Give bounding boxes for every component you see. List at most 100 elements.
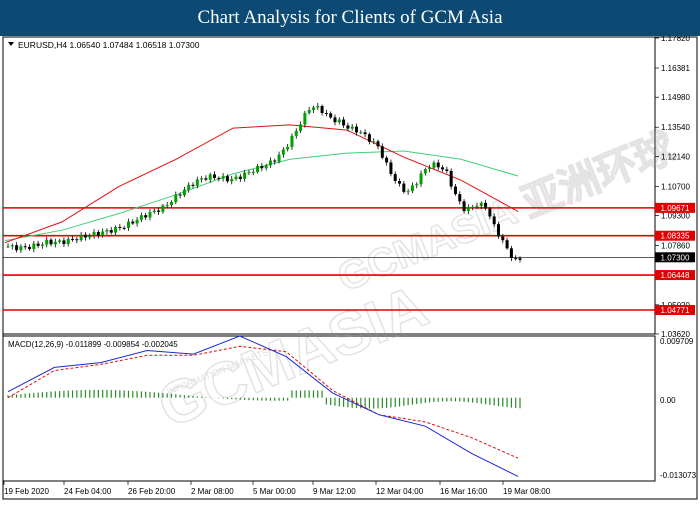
dropdown-arrow-icon[interactable] xyxy=(8,42,14,46)
current-price-label: 1.07300 xyxy=(661,253,690,262)
candle-body xyxy=(518,258,522,260)
candle-body xyxy=(28,246,32,250)
candle-body xyxy=(505,240,509,249)
level-tag xyxy=(655,202,695,213)
current-price-tag xyxy=(655,252,695,263)
price-tick-label: 1.07860 xyxy=(661,242,690,251)
candle-body xyxy=(372,141,376,143)
candle-body xyxy=(79,234,83,241)
level-label: 1.04771 xyxy=(661,306,690,315)
candle-body xyxy=(15,245,19,251)
candle-body xyxy=(462,201,466,212)
price-pane[interactable] xyxy=(2,36,656,335)
candle-body xyxy=(475,205,479,207)
candle-body xyxy=(320,105,324,113)
candle-body xyxy=(311,107,315,110)
candle-body xyxy=(441,167,445,170)
level-tag xyxy=(655,305,695,316)
candle-body xyxy=(410,185,414,192)
candle-body xyxy=(367,134,371,142)
candle-body xyxy=(101,231,105,236)
candle-body xyxy=(139,215,143,220)
candle-body xyxy=(238,176,242,180)
macd-pane[interactable] xyxy=(2,335,656,482)
candle-body xyxy=(152,210,156,212)
price-tick-label: 1.12140 xyxy=(661,152,690,161)
candle-body xyxy=(204,178,208,180)
candle-body xyxy=(380,146,384,158)
candle-body xyxy=(471,206,475,208)
candle-body xyxy=(419,173,423,185)
macd-main-line xyxy=(7,335,519,477)
chart-frame: GCMASIA GCMASIA 亚洲环球 INFORMATION MARKETS… xyxy=(0,34,700,500)
candle-body xyxy=(286,146,290,150)
candle-body xyxy=(83,234,87,238)
level-label: 1.06448 xyxy=(661,271,690,280)
candle-body xyxy=(359,132,363,134)
candle-body xyxy=(402,183,406,192)
candle-body xyxy=(122,227,126,229)
candle-body xyxy=(277,154,281,162)
candle-body xyxy=(294,130,298,136)
macd-axis: 0.009709 0.00 -0.013073 xyxy=(660,337,697,480)
candle-body xyxy=(385,157,389,163)
candle-body xyxy=(329,113,333,118)
level-tag xyxy=(655,230,695,241)
support-resistance-levels: 1.09671 1.08335 1.06448 1.04771 xyxy=(3,202,695,316)
candle-body xyxy=(290,135,294,147)
candle-body xyxy=(105,230,109,232)
candle-body xyxy=(428,167,432,170)
moving-average-fast xyxy=(4,124,519,244)
candle-body xyxy=(514,258,518,260)
candle-body xyxy=(19,246,23,251)
candle-body xyxy=(389,162,393,174)
candle-body xyxy=(350,126,354,129)
candle-body xyxy=(161,205,165,212)
price-tick-label: 1.09300 xyxy=(661,212,690,221)
candle-body xyxy=(71,238,75,240)
candle-body xyxy=(182,189,186,196)
candle-body xyxy=(187,184,191,190)
candle-body xyxy=(260,165,264,169)
candle-body xyxy=(165,205,169,207)
candle-body xyxy=(488,208,492,217)
candle-body xyxy=(62,240,66,245)
candle-body xyxy=(436,162,440,168)
candle-body xyxy=(157,210,161,212)
candle-body xyxy=(501,236,505,241)
candle-body xyxy=(243,172,247,180)
time-tick-label: 2 Mar 08:00 xyxy=(191,487,234,496)
candle-body xyxy=(484,202,488,209)
macd-label: MACD(12,26,9) -0.011899 -0.009854 -0.002… xyxy=(8,340,178,349)
candle-body xyxy=(126,221,130,228)
candle-body xyxy=(178,194,182,196)
candle-body xyxy=(225,176,229,182)
level-tag xyxy=(655,270,695,281)
candle-body xyxy=(273,160,277,162)
candle-body xyxy=(118,226,122,228)
candle-body xyxy=(453,186,457,195)
candle-body xyxy=(268,160,272,166)
macd-histogram xyxy=(7,389,521,409)
price-tick-label: 1.17820 xyxy=(661,36,690,43)
candle-body xyxy=(342,119,346,126)
candle-body xyxy=(195,179,199,186)
price-tick-label: 1.03620 xyxy=(661,330,690,339)
candle-body xyxy=(324,112,328,114)
candle-body xyxy=(36,243,40,246)
candle-body xyxy=(333,117,337,123)
time-axis: 19 Feb 2020 24 Feb 04:00 26 Feb 20:00 2 Mar… xyxy=(3,481,551,496)
candle-body xyxy=(131,221,135,224)
candle-body xyxy=(148,211,152,218)
candle-body xyxy=(509,248,513,259)
candle-body xyxy=(423,169,427,174)
time-tick-label: 9 Mar 12:00 xyxy=(313,487,356,496)
time-tick-label: 5 Mar 00:00 xyxy=(253,487,296,496)
candle-body xyxy=(234,176,238,179)
candle-body xyxy=(363,132,367,135)
time-tick-label: 19 Feb 2020 xyxy=(4,487,49,496)
candle-body xyxy=(247,172,251,174)
price-tick-label: 1.10700 xyxy=(661,182,690,191)
candle-body xyxy=(299,124,303,131)
candle-body xyxy=(10,245,14,247)
